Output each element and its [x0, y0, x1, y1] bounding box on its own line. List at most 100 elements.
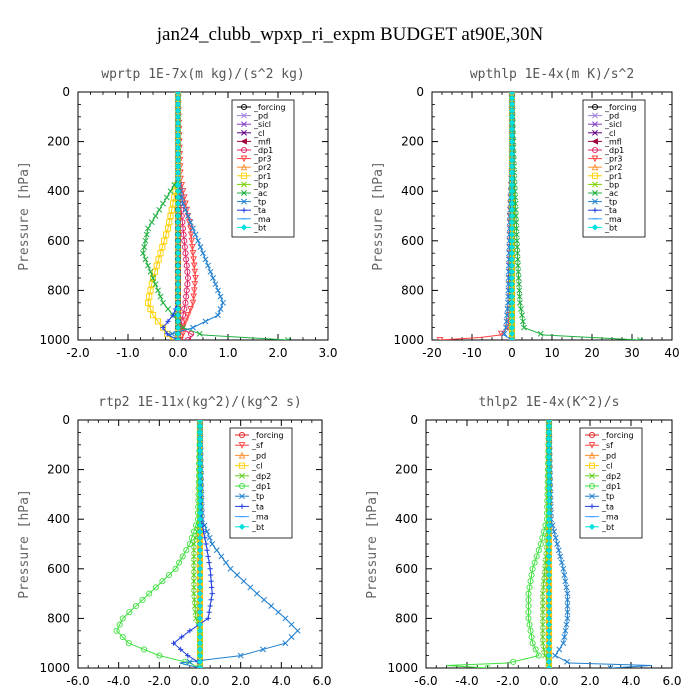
- series-point: [546, 420, 552, 423]
- series-point: [560, 640, 567, 647]
- series-point: [545, 472, 553, 479]
- series-point: [147, 305, 154, 313]
- legend-label: _forcing: [251, 431, 284, 440]
- legend-label: _ta: [253, 206, 266, 215]
- series-point: [196, 627, 204, 634]
- series-point: [192, 231, 199, 238]
- legend-label: _ma: [251, 513, 269, 522]
- y-tick-label: 400: [47, 184, 70, 198]
- series-point: [196, 534, 204, 541]
- series-point: [514, 244, 521, 250]
- series-point: [512, 200, 519, 207]
- series-point: [189, 243, 196, 251]
- series-point: [184, 281, 191, 288]
- legend-marker: [588, 431, 596, 439]
- series-point: [545, 420, 553, 424]
- series-point: [196, 522, 204, 529]
- series-point: [152, 281, 159, 288]
- series-point: [508, 219, 516, 226]
- series-point: [260, 646, 266, 653]
- series-point: [190, 590, 197, 597]
- series-point: [182, 250, 189, 257]
- series-point: [545, 633, 553, 641]
- legend-marker: [591, 224, 599, 231]
- series-point: [503, 324, 509, 331]
- series-point: [196, 503, 204, 510]
- series-point: [174, 318, 182, 325]
- legend-marker: [241, 129, 247, 136]
- series-point: [196, 658, 204, 665]
- series-point: [234, 572, 241, 578]
- series-point: [562, 578, 569, 585]
- legend-marker: [589, 503, 595, 509]
- series-point: [174, 200, 182, 207]
- legend-marker: [241, 112, 247, 119]
- series-point: [545, 528, 553, 535]
- series-point: [174, 206, 182, 213]
- x-tick-label: -2.0: [66, 346, 89, 360]
- y-tick-label: 1000: [39, 661, 70, 675]
- legend: _forcing_sf_pd _cl_dp2_dp1_tp_ta _ma_bt: [579, 427, 643, 539]
- series-point: [288, 621, 295, 628]
- series-point: [174, 256, 182, 263]
- series-point: [558, 559, 565, 566]
- series-point: [196, 491, 204, 498]
- series-point: [545, 565, 553, 572]
- series-point: [196, 609, 204, 616]
- series-point: [181, 237, 188, 244]
- series-point: [174, 225, 182, 232]
- series-point: [508, 237, 516, 244]
- legend-label: _cl: [604, 129, 616, 138]
- series-point: [143, 231, 150, 238]
- series-point: [187, 330, 194, 337]
- series-point: [215, 287, 221, 294]
- series-point: [207, 566, 213, 572]
- series-point: [528, 633, 535, 641]
- series-point: [202, 535, 208, 541]
- series-point: [529, 640, 536, 647]
- series-point: [526, 621, 533, 628]
- series-point: [174, 138, 182, 145]
- series-point: [508, 243, 516, 251]
- panel-4: thlp2 1E-4x(K^2)/s Pressure [hPa] -6.0 -4.0…: [365, 395, 682, 688]
- legend-marker: [240, 172, 248, 179]
- series-point: [209, 541, 216, 547]
- series-point: [119, 615, 126, 622]
- series-point: [541, 565, 548, 572]
- legend-label: _mfl: [604, 137, 622, 146]
- series-point: [180, 324, 186, 331]
- series-point: [508, 287, 516, 294]
- series-point: [174, 231, 182, 238]
- series-point: [156, 652, 163, 659]
- x-tick-label: 3.0: [318, 346, 337, 360]
- series-point: [196, 441, 204, 448]
- series-point: [153, 262, 160, 269]
- series-point: [204, 528, 211, 535]
- series-point: [196, 466, 204, 473]
- series-point: [563, 584, 570, 591]
- series-point: [564, 590, 571, 597]
- series-point: [183, 262, 190, 269]
- series-point: [165, 306, 171, 312]
- series-point: [513, 213, 519, 219]
- series-point: [508, 200, 516, 207]
- y-tick-label: 600: [47, 234, 70, 248]
- series-point: [205, 262, 211, 269]
- series-point: [180, 200, 186, 207]
- y-tick-label: 1000: [387, 661, 418, 675]
- series-point: [539, 640, 546, 647]
- legend-label: _ac: [253, 189, 267, 198]
- series-point: [501, 330, 508, 337]
- series-point: [237, 652, 244, 659]
- series-point: [144, 299, 152, 306]
- series-point: [508, 181, 516, 189]
- series-point: [206, 534, 213, 541]
- series-point: [160, 200, 166, 207]
- series-point: [545, 584, 553, 591]
- series-point: [169, 330, 176, 337]
- series-point: [149, 274, 157, 282]
- series-point: [516, 293, 523, 300]
- series-point: [174, 281, 182, 288]
- series-point: [545, 559, 553, 566]
